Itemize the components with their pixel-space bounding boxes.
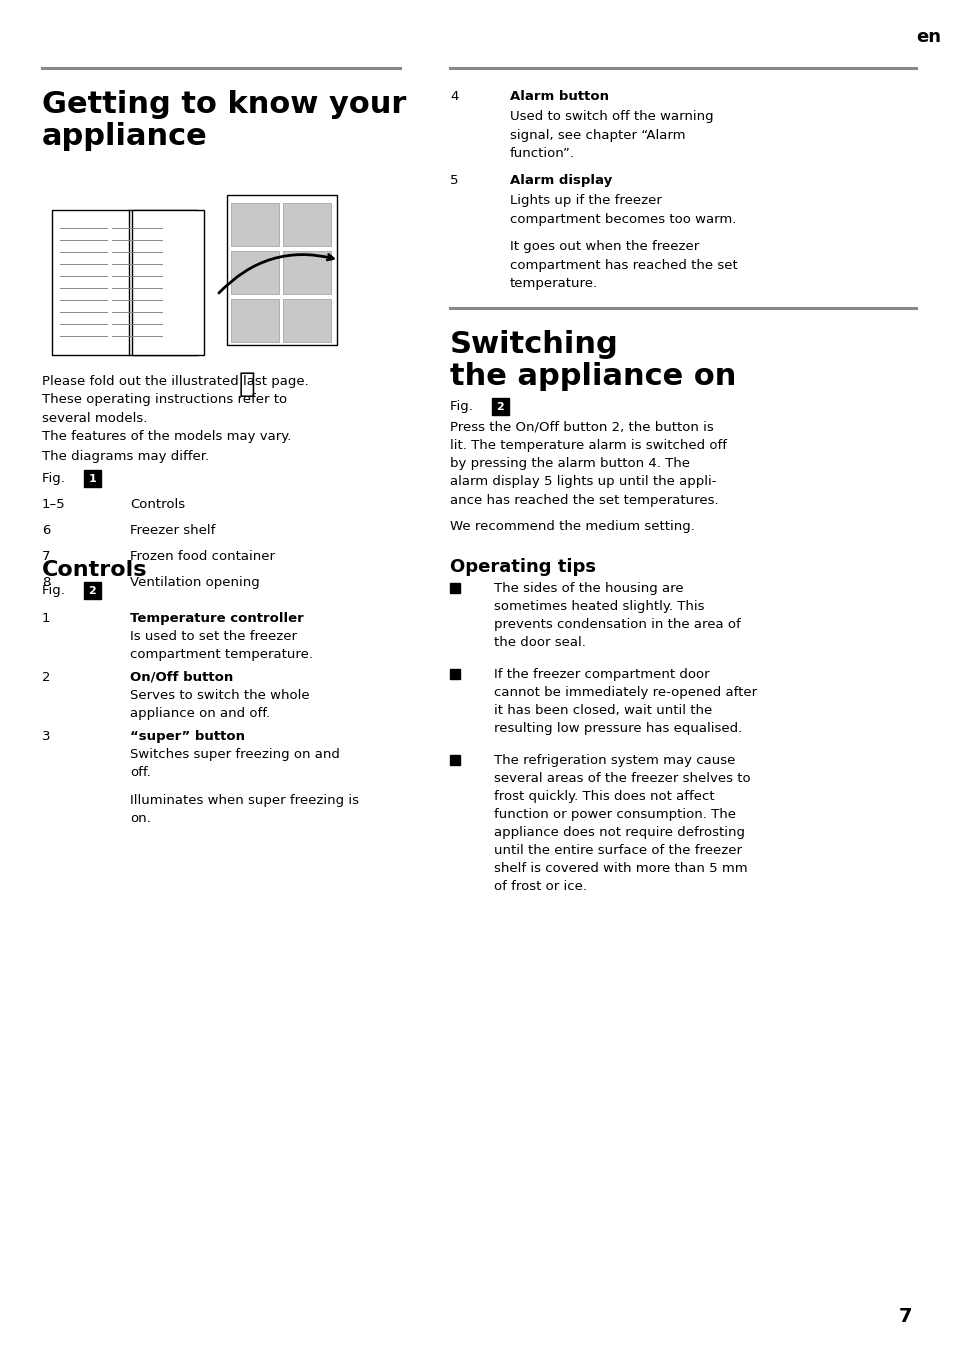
Bar	[283, 203, 331, 246]
Text: 7: 7	[42, 550, 51, 563]
Text: 6: 6	[42, 524, 51, 538]
Text: 7: 7	[898, 1307, 911, 1326]
Text: cannot be immediately re-opened after: cannot be immediately re-opened after	[494, 686, 757, 699]
Text: Getting to know your
appliance: Getting to know your appliance	[42, 89, 406, 152]
Text: sometimes heated slightly. This: sometimes heated slightly. This	[494, 600, 703, 613]
Bar	[84, 470, 101, 487]
Text: Serves to switch the whole: Serves to switch the whole	[130, 689, 310, 701]
Text: Lights up if the freezer
compartment becomes too warm.: Lights up if the freezer compartment bec…	[510, 194, 736, 226]
Text: 4: 4	[450, 89, 457, 103]
Text: Is used to set the freezer: Is used to set the freezer	[130, 630, 296, 643]
Text: The features of the models may vary.: The features of the models may vary.	[42, 431, 291, 443]
Text: Fig.: Fig.	[42, 584, 69, 597]
Text: Illuminates when super freezing is: Illuminates when super freezing is	[130, 793, 358, 807]
Bar	[227, 195, 336, 345]
Text: appliance on and off.: appliance on and off.	[130, 707, 270, 720]
Text: compartment temperature.: compartment temperature.	[130, 649, 313, 661]
Text: 1: 1	[42, 612, 51, 626]
Text: Fig.: Fig.	[450, 399, 476, 413]
Text: 2: 2	[42, 672, 51, 684]
Text: 2: 2	[497, 402, 504, 412]
Text: 2: 2	[89, 585, 96, 596]
Text: If the freezer compartment door: If the freezer compartment door	[494, 668, 709, 681]
Bar	[231, 250, 278, 294]
Text: Controls: Controls	[42, 561, 148, 580]
Bar	[283, 250, 331, 294]
Text: en: en	[915, 28, 940, 46]
Text: “super” button: “super” button	[130, 730, 245, 743]
Text: 5: 5	[450, 175, 458, 187]
Text: Switches super freezing on and: Switches super freezing on and	[130, 747, 339, 761]
Text: Freezer shelf: Freezer shelf	[130, 524, 215, 538]
Text: The sides of the housing are: The sides of the housing are	[494, 582, 683, 594]
Bar	[84, 582, 101, 598]
Text: It goes out when the freezer
compartment has reached the set
temperature.: It goes out when the freezer compartment…	[510, 240, 737, 290]
Text: Frozen food container: Frozen food container	[130, 550, 274, 563]
Bar	[231, 299, 278, 343]
Bar	[283, 299, 331, 343]
Text: 🖐: 🖐	[238, 370, 255, 398]
Bar	[231, 203, 278, 246]
Text: Ventilation opening: Ventilation opening	[130, 575, 259, 589]
Text: function or power consumption. The: function or power consumption. The	[494, 808, 735, 821]
Text: Please fold out the illustrated last page.
These operating instructions refer to: Please fold out the illustrated last pag…	[42, 375, 309, 425]
Text: The refrigeration system may cause: The refrigeration system may cause	[494, 754, 735, 766]
Text: of frost or ice.: of frost or ice.	[494, 880, 586, 894]
Text: appliance does not require defrosting: appliance does not require defrosting	[494, 826, 744, 839]
Text: on.: on.	[130, 812, 151, 825]
Text: off.: off.	[130, 766, 151, 779]
Text: resulting low pressure has equalised.: resulting low pressure has equalised.	[494, 722, 741, 735]
Text: several areas of the freezer shelves to: several areas of the freezer shelves to	[494, 772, 750, 785]
Text: Operating tips: Operating tips	[450, 558, 596, 575]
Text: Alarm display: Alarm display	[510, 175, 612, 187]
Text: 1: 1	[89, 474, 96, 483]
Text: until the entire surface of the freezer: until the entire surface of the freezer	[494, 844, 741, 857]
Text: On/Off button: On/Off button	[130, 672, 233, 684]
Text: We recommend the medium setting.: We recommend the medium setting.	[450, 520, 694, 533]
Text: Alarm button: Alarm button	[510, 89, 608, 103]
Text: shelf is covered with more than 5 mm: shelf is covered with more than 5 mm	[494, 862, 747, 875]
Bar	[450, 756, 459, 765]
Text: 8: 8	[42, 575, 51, 589]
Text: Temperature controller: Temperature controller	[130, 612, 303, 626]
Bar	[492, 398, 509, 414]
Text: Fig.: Fig.	[42, 473, 69, 485]
Text: Switching
the appliance on: Switching the appliance on	[450, 330, 736, 391]
Text: prevents condensation in the area of: prevents condensation in the area of	[494, 617, 740, 631]
Bar	[450, 584, 459, 593]
Bar	[132, 210, 204, 355]
Text: it has been closed, wait until the: it has been closed, wait until the	[494, 704, 712, 718]
Text: Controls: Controls	[130, 498, 185, 510]
Text: Press the On/Off button 2, the button is
lit. The temperature alarm is switched : Press the On/Off button 2, the button is…	[450, 420, 726, 506]
Text: 3: 3	[42, 730, 51, 743]
Text: Used to switch off the warning
signal, see chapter “Alarm
function”.: Used to switch off the warning signal, s…	[510, 110, 713, 160]
Bar	[450, 669, 459, 678]
Text: frost quickly. This does not affect: frost quickly. This does not affect	[494, 789, 714, 803]
Text: The diagrams may differ.: The diagrams may differ.	[42, 450, 209, 463]
Bar	[52, 210, 196, 355]
Text: 1–5: 1–5	[42, 498, 66, 510]
Text: the door seal.: the door seal.	[494, 636, 585, 649]
